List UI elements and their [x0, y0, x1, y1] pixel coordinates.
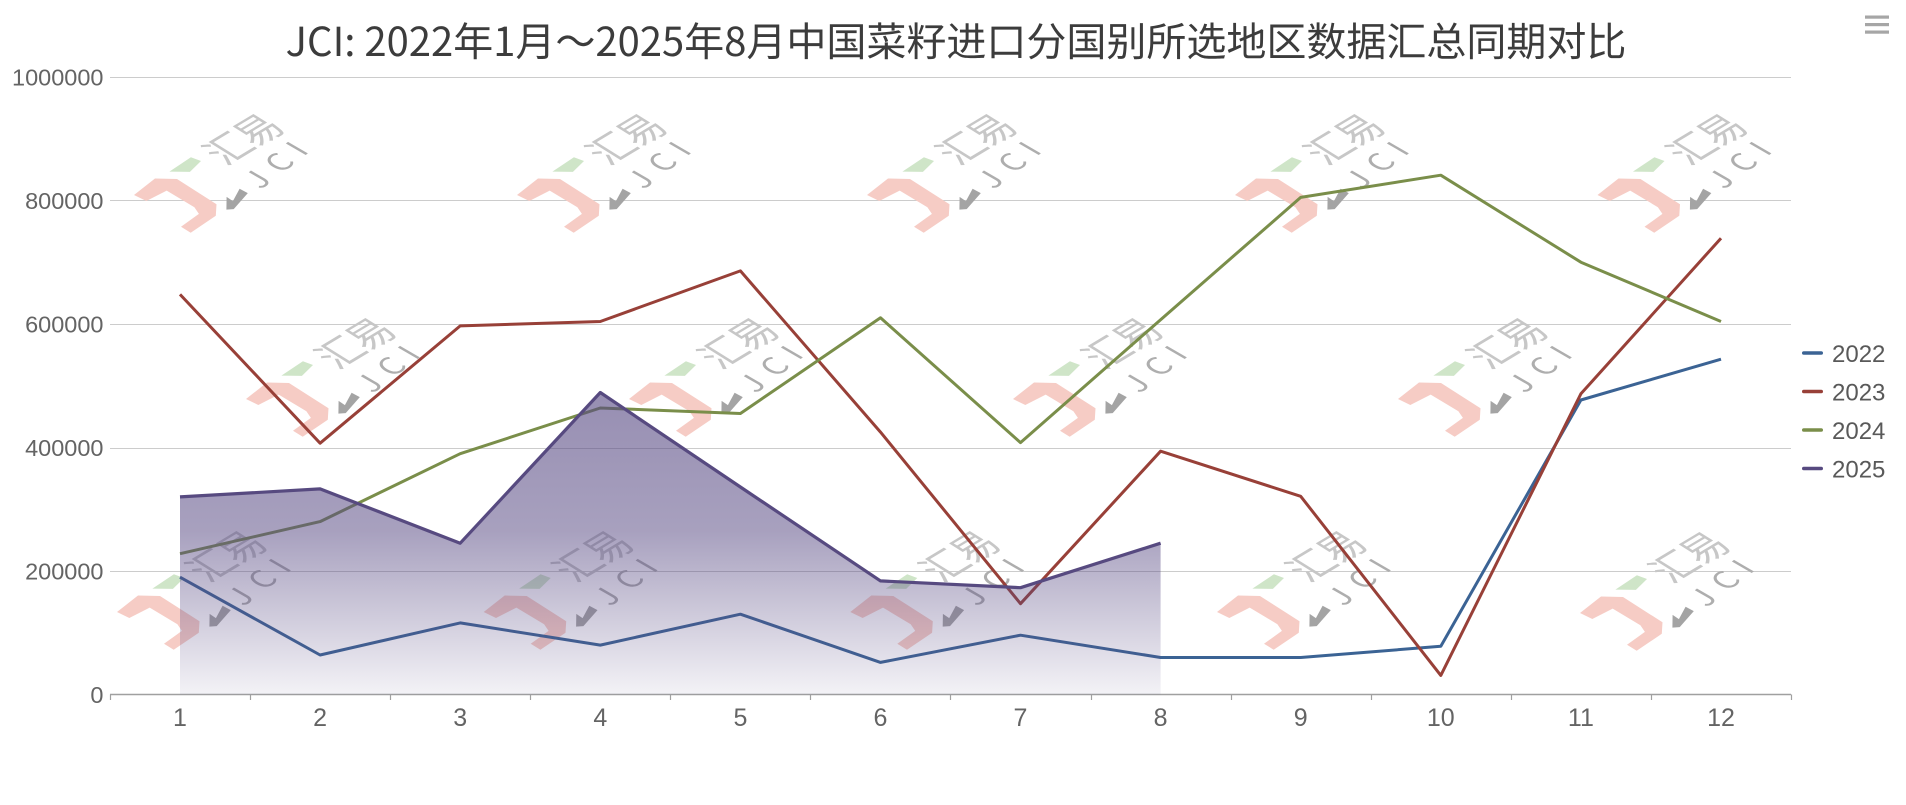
svg-text:3: 3: [453, 704, 467, 732]
svg-text:1: 1: [173, 704, 187, 732]
svg-text:2: 2: [313, 704, 327, 732]
svg-text:800000: 800000: [25, 188, 103, 214]
svg-text:6: 6: [874, 704, 888, 732]
svg-text:9: 9: [1294, 704, 1308, 732]
svg-text:200000: 200000: [25, 559, 103, 585]
svg-text:11: 11: [1568, 704, 1594, 732]
svg-text:400000: 400000: [25, 435, 103, 461]
svg-text:0: 0: [90, 682, 103, 708]
svg-text:12: 12: [1707, 704, 1735, 732]
svg-text:4: 4: [593, 704, 607, 732]
svg-text:2023: 2023: [1832, 380, 1885, 407]
svg-text:5: 5: [733, 704, 747, 732]
svg-text:1000000: 1000000: [12, 65, 104, 91]
svg-text:600000: 600000: [25, 312, 103, 338]
svg-text:10: 10: [1427, 704, 1455, 732]
svg-text:2024: 2024: [1832, 418, 1885, 445]
svg-text:2025: 2025: [1832, 457, 1885, 484]
svg-text:7: 7: [1014, 704, 1028, 732]
svg-text:8: 8: [1154, 704, 1168, 732]
svg-text:2022: 2022: [1832, 341, 1885, 368]
